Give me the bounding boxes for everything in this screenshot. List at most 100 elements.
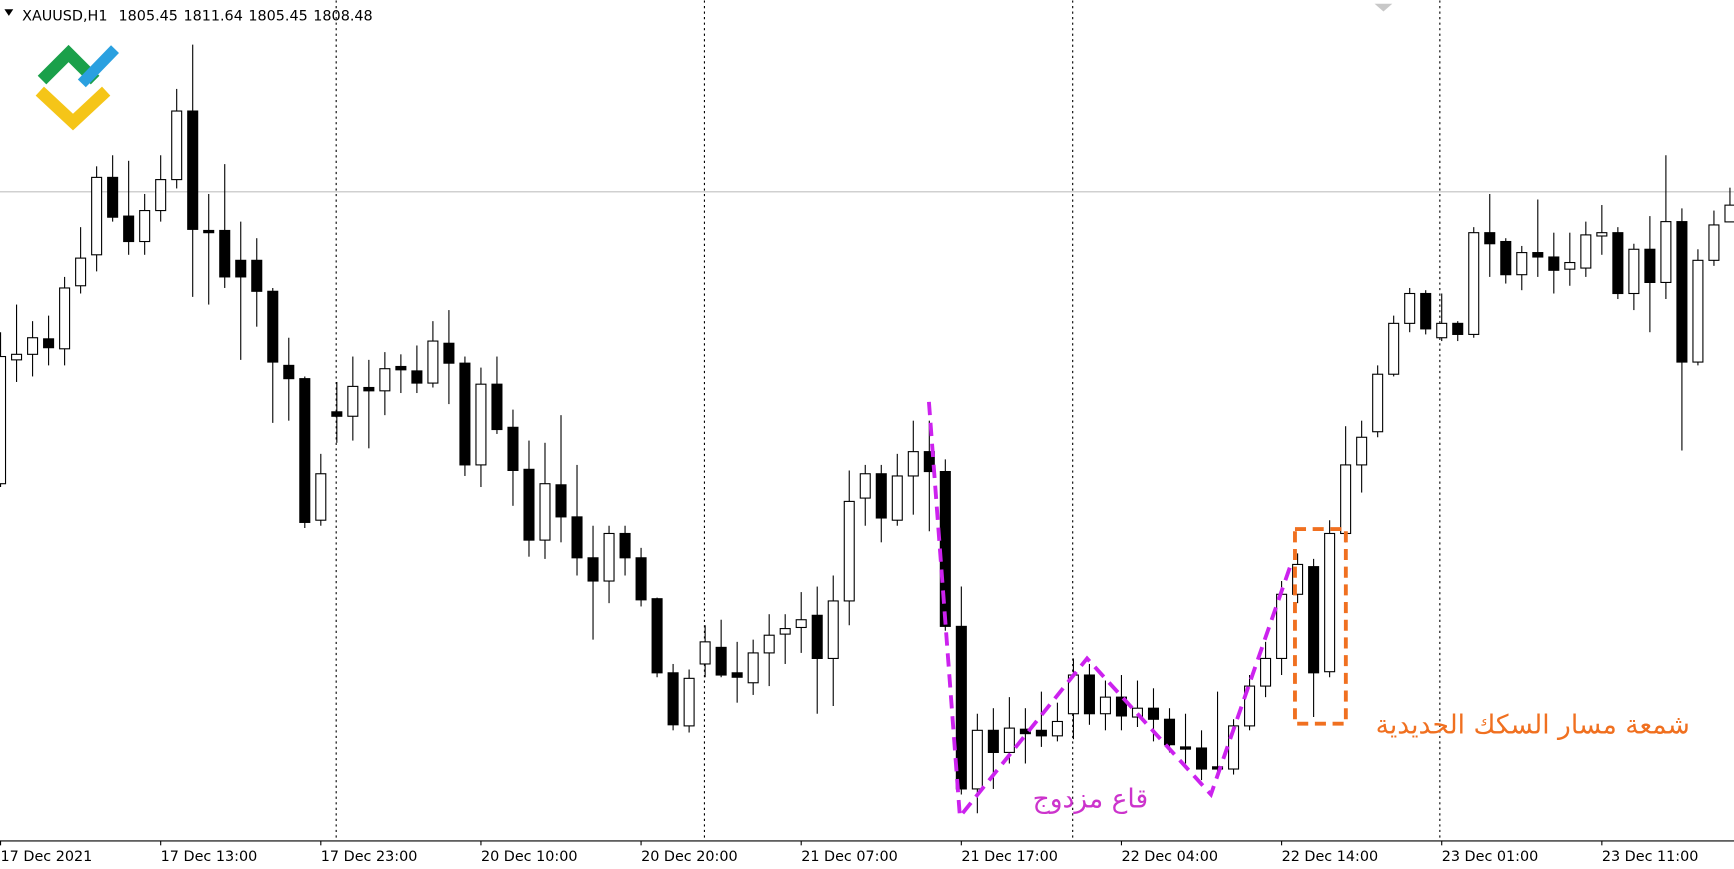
x-tick-label: 22 Dec 04:00: [1121, 849, 1218, 865]
candle-body: [651, 598, 663, 674]
candle-body: [43, 338, 55, 349]
candle-body: [1596, 232, 1608, 237]
candle-body: [1564, 261, 1576, 270]
candle-body: [1420, 292, 1432, 330]
candle-body: [555, 484, 567, 518]
x-tick-label: 21 Dec 17:00: [961, 849, 1058, 865]
candle-body: [1580, 234, 1592, 269]
candle-body: [331, 411, 343, 417]
candle-body: [203, 229, 215, 234]
candle-body: [1404, 292, 1416, 324]
candle-body: [923, 451, 935, 473]
logo-blue: [77, 45, 119, 88]
candle-body: [123, 215, 135, 243]
candle-body: [539, 483, 551, 541]
candle-body: [1163, 718, 1176, 746]
candle-body: [1612, 232, 1624, 295]
plot-area: [0, 44, 1734, 814]
candle-body: [1644, 248, 1656, 283]
candle-body: [1212, 766, 1224, 770]
candle-body: [59, 287, 71, 350]
candle-body: [747, 652, 759, 684]
logo: [35, 44, 119, 131]
x-tick-label: 17 Dec 2021: [1, 849, 93, 865]
x-tick-label: 17 Dec 13:00: [161, 849, 258, 865]
header-low: 1805.45: [248, 8, 307, 24]
x-tick-label: 20 Dec 20:00: [641, 849, 738, 865]
candle-body: [811, 614, 823, 659]
candle-body: [1452, 322, 1464, 335]
candle-body: [459, 362, 471, 466]
candle-body: [443, 342, 455, 364]
x-tick-label: 20 Dec 10:00: [481, 849, 578, 865]
candle-body: [683, 677, 695, 727]
candle-body: [75, 257, 87, 287]
candle-body: [315, 473, 327, 521]
candle-body: [1724, 204, 1734, 223]
candle-body: [107, 176, 119, 218]
candle-body: [1179, 746, 1192, 750]
x-tick-label: 23 Dec 01:00: [1442, 849, 1539, 865]
candle-body: [1099, 696, 1111, 715]
candle-body: [155, 179, 167, 212]
logo-yellow: [35, 86, 111, 131]
candle-body: [507, 426, 519, 471]
candle-body: [1035, 729, 1047, 737]
candle-body: [1115, 696, 1127, 717]
x-tick-label: 22 Dec 14:00: [1282, 849, 1379, 865]
candle-body: [363, 386, 375, 392]
x-axis: 17 Dec 2021 17 Dec 13:00 17 Dec 23:00 20 De…: [0, 840, 1699, 865]
candle-body: [1083, 674, 1095, 715]
candle-body: [139, 210, 151, 243]
candle-body: [1436, 322, 1448, 339]
candle-body: [1147, 707, 1160, 720]
candle-body: [91, 176, 103, 256]
candle-body: [891, 475, 903, 521]
candle-body: [1260, 657, 1272, 687]
candle-body: [395, 365, 407, 371]
candle-body: [347, 385, 359, 417]
candle-body: [1628, 248, 1640, 295]
candle-body: [1516, 252, 1528, 276]
candle-body: [1468, 232, 1480, 335]
menu-arrow[interactable]: [4, 9, 14, 16]
candle-body: [523, 468, 535, 541]
candle-body: [1500, 240, 1512, 276]
candle-body: [267, 290, 279, 363]
candle-body: [971, 729, 983, 790]
x-tick-label: 23 Dec 11:00: [1602, 849, 1699, 865]
candle-body: [379, 368, 391, 392]
candle-body: [1131, 707, 1144, 718]
candle-body: [171, 110, 183, 181]
candle-body: [859, 473, 871, 499]
candle-body: [1244, 685, 1256, 727]
candle-body: [219, 229, 231, 278]
candle-body: [187, 110, 199, 230]
candle-body: [475, 383, 487, 466]
candle-body: [827, 600, 839, 659]
symbol-header: XAUUSD,H1 1805.45 1811.64 1805.45 1808.48: [22, 8, 373, 24]
candle-body: [427, 340, 439, 384]
candle-body: [1660, 221, 1672, 283]
candle-body: [987, 729, 999, 753]
candle-body: [299, 378, 311, 523]
annotation-double-bottom: قاع مزدوج: [1033, 784, 1149, 815]
header-close: 1808.48: [313, 8, 372, 24]
candle-body: [779, 628, 791, 635]
candle-body: [1324, 532, 1336, 673]
candle-body: [283, 364, 295, 380]
scroll-marker: [1374, 3, 1393, 12]
candle-body: [1308, 566, 1320, 674]
annotation-railway-candle: شمعة مسار السكك الحديدية: [1376, 710, 1690, 741]
candle-body: [587, 557, 599, 582]
double-bottom-pattern: [926, 401, 1294, 822]
candle-body: [1356, 436, 1368, 466]
candle-body: [571, 516, 583, 559]
candle-body: [843, 500, 855, 602]
railway-candle-box: [1293, 527, 1348, 726]
candle-body: [251, 259, 263, 292]
candle-body: [1708, 224, 1720, 261]
candle-body: [955, 625, 967, 790]
candle-body: [1388, 322, 1400, 375]
